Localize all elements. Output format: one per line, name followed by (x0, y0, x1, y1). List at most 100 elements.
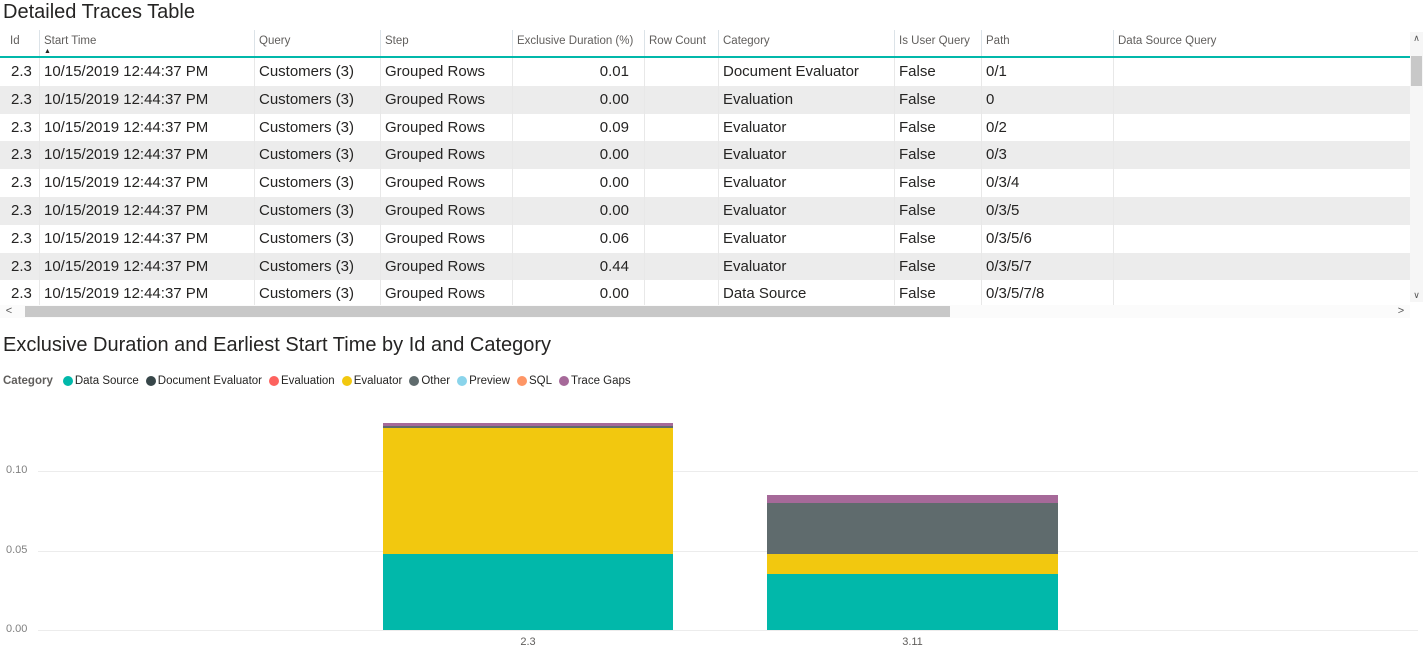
cell-id[interactable]: 2.3 (0, 196, 40, 225)
cell-start-time[interactable]: 10/15/2019 12:44:37 PM (40, 58, 255, 86)
cell-step[interactable]: Grouped Rows (381, 113, 513, 142)
cell-id[interactable]: 2.3 (0, 252, 40, 281)
cell-category[interactable]: Data Source (719, 280, 895, 309)
cell-id[interactable]: 2.3 (0, 85, 40, 114)
cell-query[interactable]: Customers (3) (255, 58, 381, 86)
column-header-category[interactable]: Category (719, 30, 895, 56)
cell-is-user-query[interactable]: False (895, 224, 982, 253)
column-header-path[interactable]: Path (982, 30, 1114, 56)
column-header-row-count[interactable]: Row Count (645, 30, 719, 56)
cell-row-count[interactable] (645, 141, 719, 170)
bar-segment-other[interactable] (767, 502, 1058, 554)
cell-category[interactable]: Document Evaluator (719, 58, 895, 86)
legend-item-sql[interactable]: SQL (516, 375, 552, 387)
cell-data-source-query[interactable] (1114, 141, 1410, 169)
cell-start-time[interactable]: 10/15/2019 12:44:37 PM (40, 113, 255, 142)
cell-step[interactable]: Grouped Rows (381, 280, 513, 309)
column-header-id[interactable]: Id (0, 30, 40, 56)
column-header-start-time[interactable]: Start Time ▲ (40, 30, 255, 56)
cell-data-source-query[interactable] (1114, 197, 1410, 225)
scroll-right-icon[interactable]: > (1397, 305, 1405, 317)
cell-is-user-query[interactable]: False (895, 169, 982, 197)
bar-segment-data-source[interactable] (767, 574, 1058, 630)
column-header-is-user-query[interactable]: Is User Query (895, 30, 982, 56)
cell-exclusive-duration-[interactable]: 0.00 (513, 141, 645, 170)
cell-path[interactable]: 0/1 (982, 58, 1114, 86)
scroll-up-icon[interactable]: ∧ (1413, 33, 1420, 43)
cell-id[interactable]: 2.3 (0, 141, 40, 170)
cell-step[interactable]: Grouped Rows (381, 141, 513, 170)
cell-data-source-query[interactable] (1114, 169, 1410, 197)
cell-path[interactable]: 0/3 (982, 141, 1114, 170)
cell-row-count[interactable] (645, 224, 719, 253)
cell-query[interactable]: Customers (3) (255, 224, 381, 253)
cell-row-count[interactable] (645, 113, 719, 142)
cell-exclusive-duration-[interactable]: 0.00 (513, 85, 645, 114)
table-row[interactable]: 2.3 10/15/2019 12:44:37 PM Customers (3) Gr… (0, 85, 1410, 114)
bar-segment-data-source[interactable] (383, 553, 673, 630)
cell-category[interactable]: Evaluator (719, 196, 895, 225)
cell-exclusive-duration-[interactable]: 0.00 (513, 169, 645, 197)
cell-path[interactable]: 0/2 (982, 113, 1114, 142)
cell-row-count[interactable] (645, 252, 719, 281)
cell-query[interactable]: Customers (3) (255, 141, 381, 170)
cell-step[interactable]: Grouped Rows (381, 224, 513, 253)
cell-id[interactable]: 2.3 (0, 113, 40, 142)
cell-step[interactable]: Grouped Rows (381, 252, 513, 281)
legend-item-data-source[interactable]: Data Source (62, 375, 139, 387)
table-row[interactable]: 2.3 10/15/2019 12:44:37 PM Customers (3) Gr… (0, 169, 1410, 197)
cell-start-time[interactable]: 10/15/2019 12:44:37 PM (40, 224, 255, 253)
cell-data-source-query[interactable] (1114, 280, 1410, 308)
cell-step[interactable]: Grouped Rows (381, 196, 513, 225)
cell-exclusive-duration-[interactable]: 0.01 (513, 58, 645, 86)
cell-exclusive-duration-[interactable]: 0.09 (513, 113, 645, 142)
cell-path[interactable]: 0/3/4 (982, 169, 1114, 197)
table-vertical-scrollbar[interactable]: ∧ ∨ (1410, 32, 1423, 302)
cell-start-time[interactable]: 10/15/2019 12:44:37 PM (40, 85, 255, 114)
table-row[interactable]: 2.3 10/15/2019 12:44:37 PM Customers (3) Gr… (0, 252, 1410, 281)
cell-category[interactable]: Evaluator (719, 141, 895, 170)
column-header-step[interactable]: Step (381, 30, 513, 56)
cell-category[interactable]: Evaluator (719, 113, 895, 142)
cell-start-time[interactable]: 10/15/2019 12:44:37 PM (40, 196, 255, 225)
bar-segment-trace-gaps[interactable] (383, 423, 673, 427)
cell-query[interactable]: Customers (3) (255, 85, 381, 114)
cell-id[interactable]: 2.3 (0, 280, 40, 309)
cell-step[interactable]: Grouped Rows (381, 58, 513, 86)
legend-item-preview[interactable]: Preview (457, 375, 510, 387)
cell-exclusive-duration-[interactable]: 0.44 (513, 252, 645, 281)
horizontal-scroll-thumb[interactable] (25, 306, 950, 317)
cell-step[interactable]: Grouped Rows (381, 85, 513, 114)
cell-exclusive-duration-[interactable]: 0.00 (513, 196, 645, 225)
column-header-exclusive-duration-[interactable]: Exclusive Duration (%) (513, 30, 645, 56)
cell-id[interactable]: 2.3 (0, 224, 40, 253)
cell-path[interactable]: 0/3/5/7 (982, 252, 1114, 281)
bar-segment-trace-gaps[interactable] (767, 494, 1058, 503)
table-row[interactable]: 2.3 10/15/2019 12:44:37 PM Customers (3) Gr… (0, 196, 1410, 225)
cell-row-count[interactable] (645, 196, 719, 225)
table-row[interactable]: 2.3 10/15/2019 12:44:37 PM Customers (3) Gr… (0, 113, 1410, 142)
cell-category[interactable]: Evaluator (719, 224, 895, 253)
cell-row-count[interactable] (645, 280, 719, 309)
bar-segment-evaluator[interactable] (383, 428, 673, 554)
cell-is-user-query[interactable]: False (895, 196, 982, 225)
legend-item-document-evaluator[interactable]: Document Evaluator (145, 375, 262, 387)
cell-start-time[interactable]: 10/15/2019 12:44:37 PM (40, 141, 255, 170)
cell-data-source-query[interactable] (1114, 58, 1410, 86)
legend-item-evaluation[interactable]: Evaluation (269, 375, 335, 387)
cell-path[interactable]: 0/3/5/7/8 (982, 280, 1114, 309)
cell-start-time[interactable]: 10/15/2019 12:44:37 PM (40, 280, 255, 309)
table-row[interactable]: 2.3 10/15/2019 12:44:37 PM Customers (3) Gr… (0, 280, 1410, 309)
cell-is-user-query[interactable]: False (895, 252, 982, 281)
table-row[interactable]: 2.3 10/15/2019 12:44:37 PM Customers (3) Gr… (0, 141, 1410, 170)
cell-start-time[interactable]: 10/15/2019 12:44:37 PM (40, 169, 255, 197)
legend-item-other[interactable]: Other (409, 375, 450, 387)
scroll-down-icon[interactable]: ∨ (1413, 290, 1420, 300)
bar-segment-evaluator[interactable] (767, 553, 1058, 575)
cell-path[interactable]: 0 (982, 85, 1114, 114)
cell-step[interactable]: Grouped Rows (381, 169, 513, 197)
cell-data-source-query[interactable] (1114, 86, 1410, 114)
table-row[interactable]: 2.3 10/15/2019 12:44:37 PM Customers (3) Gr… (0, 58, 1410, 86)
cell-is-user-query[interactable]: False (895, 85, 982, 114)
cell-path[interactable]: 0/3/5/6 (982, 224, 1114, 253)
